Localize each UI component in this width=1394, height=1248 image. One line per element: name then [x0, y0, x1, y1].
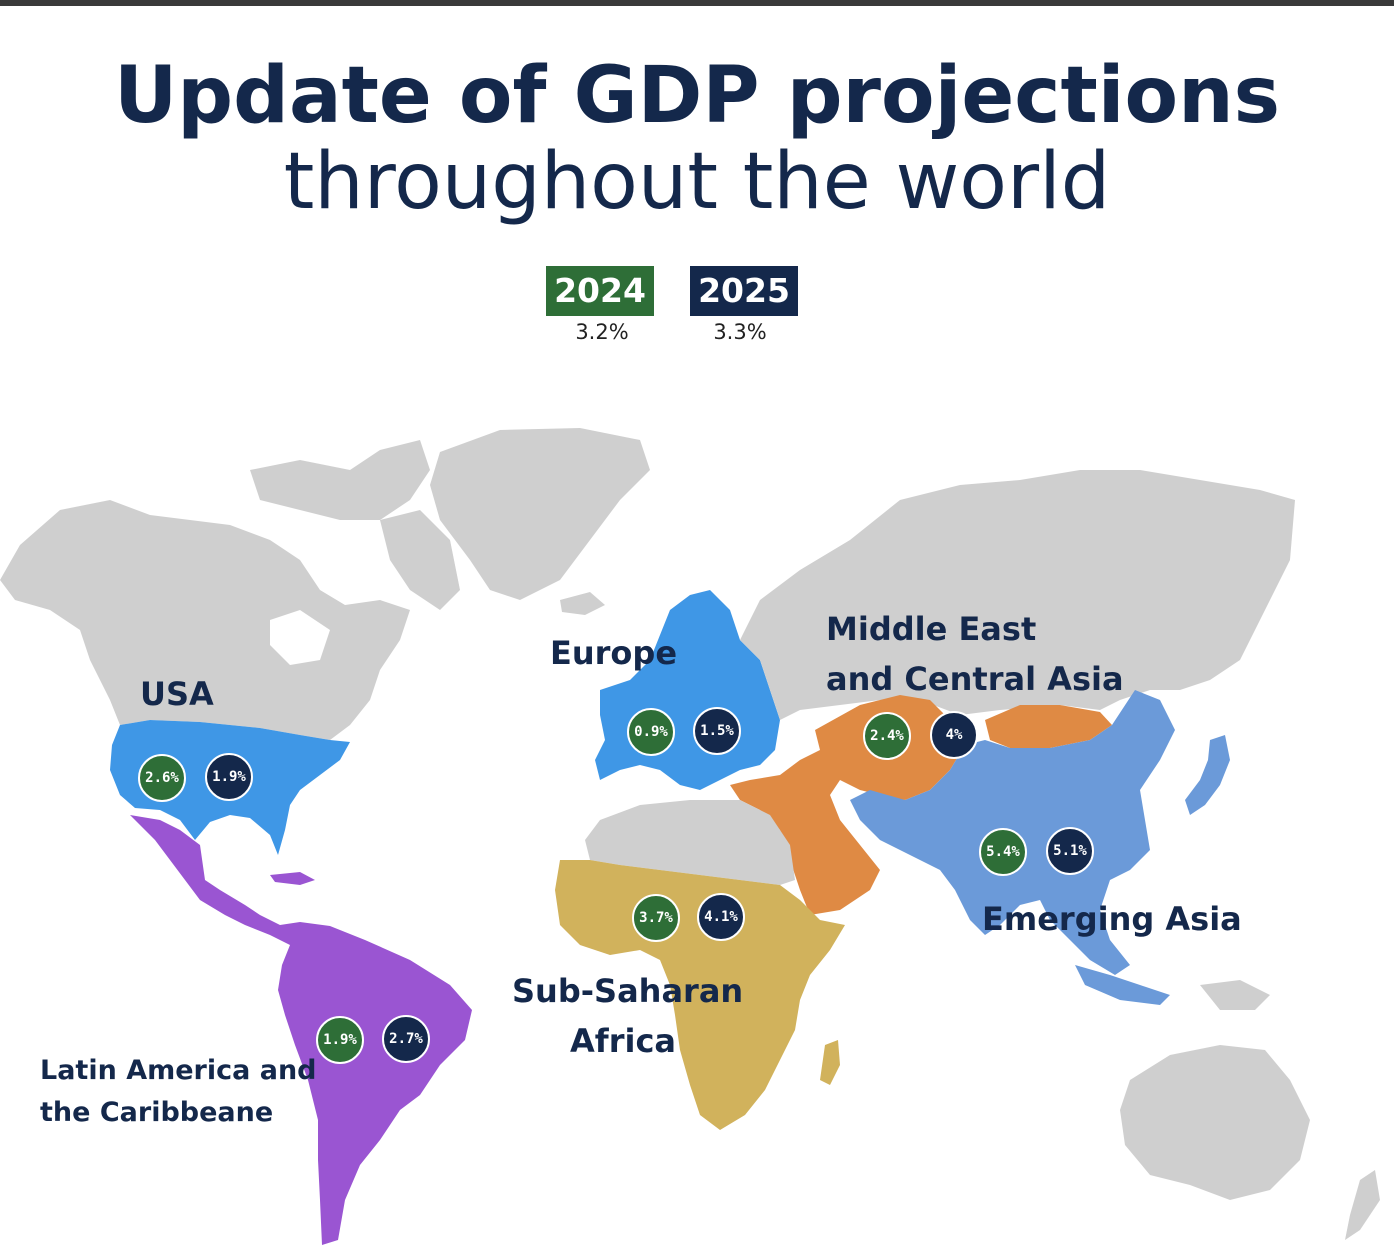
- indonesia-shape: [1075, 965, 1170, 1005]
- title-main: Update of GDP projections: [113, 51, 1281, 141]
- mongolia-shape: [985, 705, 1112, 748]
- sub-saharan-label-line2: Africa: [570, 1022, 676, 1060]
- arctic-islands-shape: [250, 440, 430, 520]
- usa-2024-bubble: 2.6%: [138, 754, 186, 802]
- png-shape: [1200, 980, 1270, 1010]
- top-border: [0, 0, 1394, 6]
- baffin-shape: [380, 510, 460, 610]
- europe-label: Europe: [550, 634, 678, 672]
- title-sub: throughout the world: [283, 137, 1111, 227]
- japan-shape: [1185, 735, 1230, 815]
- australia-shape: [1120, 1045, 1310, 1200]
- legend-2025-value: 3.3%: [713, 320, 767, 344]
- emerging-asia-2024-bubble: 5.4%: [979, 828, 1027, 876]
- caribbean-shape: [270, 872, 315, 885]
- middle-east-label-line2: and Central Asia: [826, 660, 1124, 698]
- legend-2024-box: 2024: [546, 266, 654, 316]
- legend-2025-box: 2025: [690, 266, 798, 316]
- usa-label: USA: [140, 675, 214, 713]
- hudson-bay-shape: [270, 610, 330, 665]
- sub-saharan-2024-bubble: 3.7%: [632, 894, 680, 942]
- latin-america-shape: [130, 815, 472, 1245]
- latin-america-2024-bubble: 1.9%: [316, 1016, 364, 1064]
- usa-2025-bubble: 1.9%: [205, 753, 253, 801]
- europe-2025-bubble: 1.5%: [693, 707, 741, 755]
- latin-america-label-line1: Latin America and: [40, 1055, 317, 1086]
- north-america-north-shape: [0, 500, 410, 740]
- middle-east-2025-bubble: 4%: [930, 711, 978, 759]
- latin-america-2025-bubble: 2.7%: [382, 1015, 430, 1063]
- sub-saharan-label-line1: Sub-Saharan: [512, 972, 744, 1010]
- middle-east-label-line1: Middle East: [826, 610, 1037, 648]
- emerging-asia-2025-bubble: 5.1%: [1046, 827, 1094, 875]
- new-zealand-shape: [1345, 1170, 1380, 1240]
- north-africa-shape: [585, 800, 795, 885]
- iceland-shape: [560, 592, 605, 615]
- greenland-shape: [430, 428, 650, 600]
- latin-america-label-line2: the Caribbeane: [40, 1097, 274, 1128]
- emerging-asia-label: Emerging Asia: [982, 900, 1242, 938]
- russia-shape: [740, 470, 1295, 720]
- europe-2024-bubble: 0.9%: [627, 708, 675, 756]
- sub-saharan-2025-bubble: 4.1%: [697, 893, 745, 941]
- sub-saharan-africa-shape: [555, 860, 845, 1130]
- middle-east-2024-bubble: 2.4%: [863, 712, 911, 760]
- legend-2024-value: 3.2%: [575, 320, 629, 344]
- madagascar-shape: [820, 1040, 840, 1085]
